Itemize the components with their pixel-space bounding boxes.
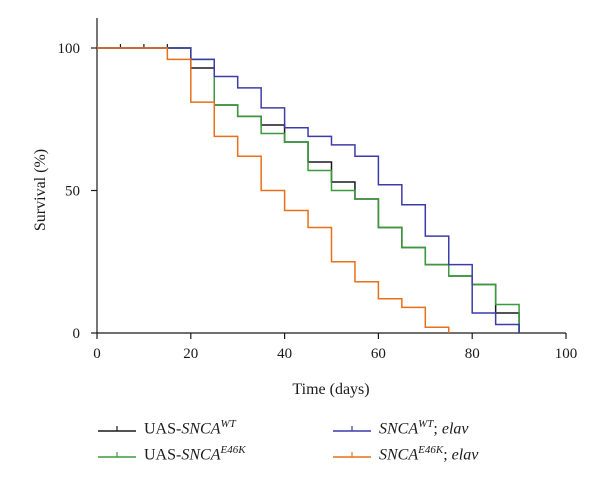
legend-swatch [98,426,136,432]
x-tick-label: 100 [555,346,578,362]
legend-label: SNCAWT; elav [379,417,469,438]
chart-axes: 0 20 40 60 80 100 0 50 100 [58,18,578,362]
chart-series [97,44,520,333]
series-line [97,47,520,333]
series-3 [97,47,520,333]
series-2 [97,47,520,333]
x-axis-title: Time (days) [292,381,369,398]
legend-item: UAS-SNCAE46K [98,442,246,466]
survival-chart: 0 20 40 60 80 100 0 50 100 Time (days) Survival … [32,18,578,398]
legend-label: UAS-SNCAE46K [144,443,246,464]
series-line [97,47,520,333]
series-4 [97,47,450,333]
legend-swatch [333,426,371,432]
series-line [97,47,520,333]
legend-swatch [98,452,136,458]
legend-swatch [333,452,371,458]
x-tick-label: 40 [277,346,292,362]
legend-label: SNCAE46K; elav [379,443,479,464]
x-tick-label: 60 [371,346,386,362]
chart-legend: UAS-SNCAWT UAS-SNCAE46K SNCAWT; elav SNCAE4… [98,416,568,466]
y-axis-title: Survival (%) [32,149,49,231]
series-1 [97,44,520,333]
series-line [97,47,450,333]
x-tick-label: 20 [183,346,198,362]
legend-label: UAS-SNCAWT [144,417,236,438]
y-tick-label: 50 [65,184,80,200]
y-tick-label: 100 [58,41,81,57]
legend-item: SNCAE46K; elav [333,442,478,466]
x-tick-label: 80 [465,346,480,362]
x-tick-label: 0 [93,346,101,362]
legend-item: SNCAWT; elav [333,416,469,440]
legend-item: UAS-SNCAWT [98,416,236,440]
y-tick-label: 0 [73,326,81,342]
